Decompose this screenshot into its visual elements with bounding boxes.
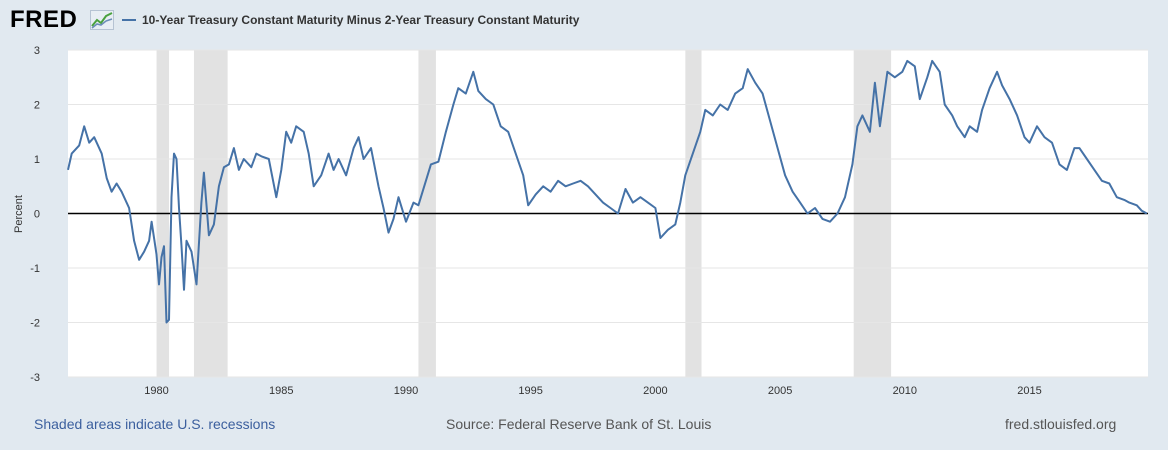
y-tick-label: -1: [30, 263, 40, 275]
series-legend: 10-Year Treasury Constant Maturity Minus…: [122, 11, 579, 29]
x-tick-label: 2010: [893, 385, 917, 397]
recession-note[interactable]: Shaded areas indicate U.S. recessions: [34, 416, 276, 432]
legend-series-label: 10-Year Treasury Constant Maturity Minus…: [142, 13, 580, 27]
x-tick-label: 1990: [394, 385, 418, 397]
y-tick-label: 1: [34, 154, 40, 166]
source-text: Source: Federal Reserve Bank of St. Loui…: [446, 416, 712, 432]
x-tick-label: 1985: [269, 385, 293, 397]
y-tick-label: 0: [34, 209, 40, 221]
x-tick-label: 1980: [144, 385, 168, 397]
x-tick-labels: 1980 1985 1990 1995 2000 2005 2010 2015: [144, 385, 1041, 397]
y-tick-label: -2: [30, 318, 40, 330]
x-tick-label: 2015: [1017, 385, 1041, 397]
fred-logo-chart-icon: [90, 10, 114, 30]
fred-logo[interactable]: FRED: [10, 6, 78, 33]
site-url[interactable]: fred.stlouisfed.org: [1005, 416, 1117, 432]
chart: -3 -2 -1 0 1 2 3 1980 1985 1990 1995 2000 2005 2010 2…: [13, 45, 1148, 397]
y-tick-label: 3: [34, 45, 40, 57]
chart-header: FRED 10-Year Treasury Constant Maturity …: [0, 0, 1168, 40]
legend-line-swatch: [122, 19, 136, 21]
y-gridlines: [68, 49, 1148, 378]
x-tick-label: 2005: [768, 385, 792, 397]
x-tick-label: 1995: [518, 385, 542, 397]
y-tick-label: 2: [34, 100, 40, 112]
y-axis-title: Percent: [13, 195, 25, 233]
series-line: [67, 59, 1148, 324]
x-tick-label: 2000: [643, 385, 667, 397]
y-tick-label: -3: [30, 372, 40, 384]
y-tick-labels: -3 -2 -1 0 1 2 3: [30, 45, 40, 384]
